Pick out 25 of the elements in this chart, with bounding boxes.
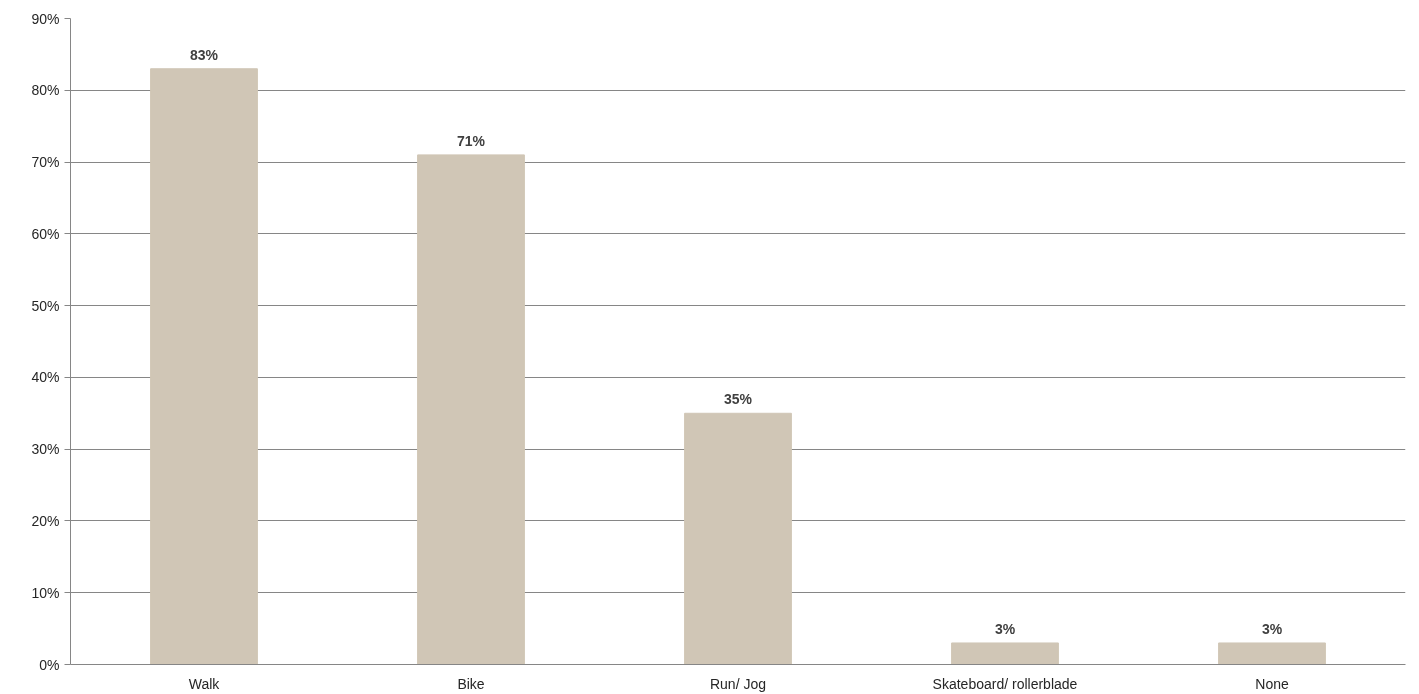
x-tick-label: Bike: [457, 675, 485, 692]
bar: [684, 412, 792, 665]
data-label: 3%: [1261, 620, 1283, 637]
y-tick-label: 0%: [39, 656, 60, 673]
y-tick-label: 60%: [31, 225, 60, 242]
data-label: 71%: [456, 132, 486, 149]
x-tick-label: Walk: [188, 675, 221, 692]
y-tick-label: 40%: [31, 369, 60, 386]
y-tick-label: 70%: [31, 154, 60, 171]
y-tick-label: 10%: [31, 584, 60, 601]
data-label: 83%: [189, 46, 219, 63]
x-tick-label: Run/ Jog: [709, 675, 767, 692]
y-tick-label: 30%: [31, 441, 60, 458]
y-tick-label: 90%: [31, 10, 60, 27]
bar: [951, 642, 1059, 665]
x-tick-label: None: [1255, 675, 1289, 692]
data-label: 3%: [994, 620, 1016, 637]
data-label: 35%: [723, 391, 753, 408]
bar: [417, 154, 525, 665]
bar: [150, 68, 258, 665]
bar: [1218, 642, 1326, 665]
y-tick-label: 20%: [31, 512, 60, 529]
y-tick-label: 50%: [31, 297, 60, 314]
y-tick-label: 80%: [31, 82, 60, 99]
x-tick-label: Skateboard/ rollerblade: [932, 675, 1078, 692]
